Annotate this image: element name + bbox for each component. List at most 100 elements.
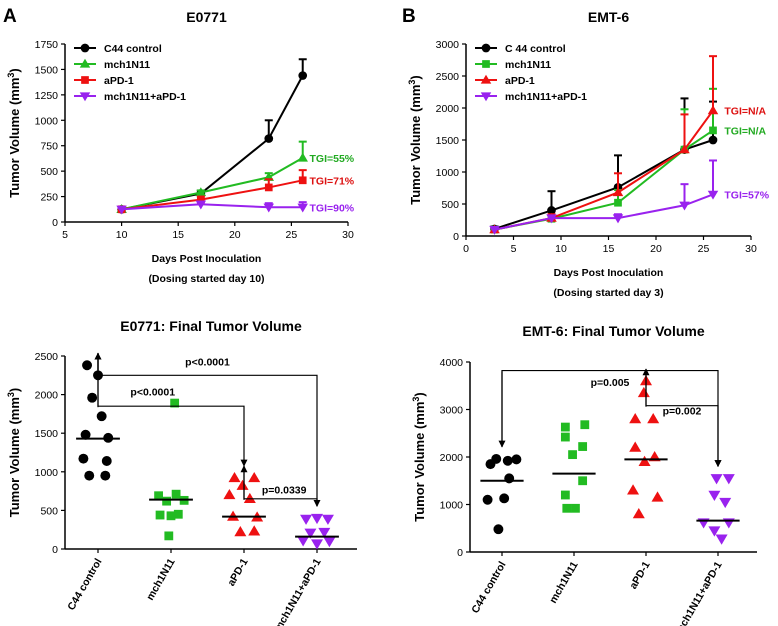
category-label: mch1N11+aPD-1 bbox=[673, 559, 724, 626]
category-label: C44 control bbox=[469, 559, 508, 615]
x-tick-label: 20 bbox=[650, 243, 662, 255]
data-point bbox=[300, 514, 313, 525]
chart-title: EMT-6 bbox=[588, 9, 629, 25]
data-point bbox=[707, 105, 719, 115]
data-point bbox=[546, 214, 557, 224]
y-axis-label-main: Tumor Volume (mm bbox=[7, 397, 22, 517]
y-tick-label: 1000 bbox=[440, 500, 464, 512]
data-point bbox=[719, 497, 732, 509]
y-axis-label-end: ) bbox=[7, 388, 22, 392]
data-point bbox=[560, 422, 570, 432]
p-value-label: p=0.002 bbox=[663, 405, 702, 417]
legend-marker bbox=[81, 76, 89, 84]
x-tick-label: 25 bbox=[698, 243, 710, 255]
data-point bbox=[493, 524, 504, 535]
data-point bbox=[87, 392, 98, 403]
data-point bbox=[502, 455, 513, 466]
y-tick-label: 4000 bbox=[440, 357, 464, 369]
data-point bbox=[234, 526, 247, 537]
legend-marker bbox=[482, 60, 490, 68]
x-tick-label: 15 bbox=[172, 229, 184, 241]
p-value-label: p=0.005 bbox=[591, 377, 630, 389]
data-point bbox=[228, 471, 241, 483]
data-point bbox=[236, 479, 249, 490]
panel-label-b: B bbox=[402, 6, 416, 27]
data-point bbox=[710, 474, 723, 485]
series-line bbox=[121, 157, 304, 211]
data-point bbox=[82, 360, 93, 371]
group-c44-control bbox=[480, 453, 524, 535]
data-point bbox=[196, 195, 205, 204]
data-point bbox=[511, 454, 522, 465]
data-point bbox=[264, 183, 273, 192]
category-label: mch1N11 bbox=[144, 556, 178, 602]
y-tick-label: 3000 bbox=[440, 405, 464, 417]
y-tick-label: 500 bbox=[40, 505, 58, 517]
y-tick-label: 1000 bbox=[436, 167, 460, 179]
series-line bbox=[121, 179, 303, 211]
x-tick-label: 20 bbox=[229, 229, 241, 241]
data-point bbox=[722, 474, 735, 485]
data-point bbox=[560, 432, 570, 442]
x-tick-label: 30 bbox=[342, 229, 354, 241]
series-line bbox=[121, 203, 303, 211]
y-axis-label: Tumor Volume (mm3) bbox=[6, 388, 22, 518]
y-axis-label-main: Tumor Volume (mm bbox=[408, 85, 423, 205]
data-point bbox=[311, 513, 323, 525]
y-tick-label: 2500 bbox=[35, 351, 59, 363]
x-tick-label: 30 bbox=[745, 243, 757, 255]
data-point bbox=[632, 508, 645, 519]
category-label: mch1N11+aPD-1 bbox=[272, 556, 323, 626]
chart-title: EMT-6: Final Tumor Volume bbox=[522, 323, 704, 339]
y-axis-label: Tumor Volume (mm3) bbox=[6, 68, 22, 198]
tgi-annotation: TGI=N/A bbox=[724, 125, 766, 137]
y-tick-label: 1500 bbox=[35, 64, 59, 76]
data-point bbox=[707, 190, 719, 200]
data-point bbox=[100, 470, 111, 481]
x-tick-label: 5 bbox=[62, 229, 68, 241]
series-c-44-control bbox=[490, 97, 718, 234]
legend-marker bbox=[79, 92, 91, 102]
y-tick-label: 1250 bbox=[35, 90, 59, 102]
tgi-annotation: TGI=N/A bbox=[724, 106, 766, 118]
data-point bbox=[264, 134, 274, 143]
legend-label: aPD-1 bbox=[104, 75, 134, 87]
legend-marker bbox=[480, 74, 492, 84]
data-point bbox=[679, 201, 690, 211]
y-tick-label: 3000 bbox=[436, 39, 460, 51]
series-line bbox=[494, 109, 714, 231]
y-axis-label-end: ) bbox=[408, 75, 423, 79]
y-tick-label: 1000 bbox=[35, 467, 59, 479]
e0771-final-volume-chart: E0771: Final Tumor Volume 0 500 1000 1500 200… bbox=[6, 318, 357, 626]
y-tick-label: 1000 bbox=[35, 115, 59, 127]
data-point bbox=[637, 386, 650, 398]
legend-marker bbox=[480, 92, 492, 102]
data-point bbox=[297, 152, 308, 162]
y-axis-label-end: ) bbox=[412, 392, 427, 396]
data-point bbox=[578, 476, 588, 486]
x-tick-label: 15 bbox=[603, 243, 615, 255]
comparison-bracket: p=0.005 bbox=[498, 369, 722, 468]
group-c44-control bbox=[76, 360, 120, 481]
tgi-annotation: TGI=90% bbox=[310, 202, 355, 214]
data-point bbox=[485, 459, 496, 470]
y-tick-label: 500 bbox=[40, 166, 58, 178]
e0771-growth-chart: E0771 0 250 500 750 1000 1250 1500 1750 5 10 15 20 25… bbox=[6, 9, 355, 285]
data-point bbox=[482, 494, 493, 505]
y-tick-label: 2000 bbox=[436, 103, 460, 115]
y-tick-label: 2000 bbox=[440, 452, 464, 464]
data-point bbox=[679, 144, 690, 154]
legend-label: C 44 control bbox=[505, 43, 566, 55]
legend-marker bbox=[481, 43, 491, 53]
y-tick-label: 1500 bbox=[436, 135, 460, 147]
p-value-label: p<0.0001 bbox=[130, 386, 175, 398]
y-tick-label: 0 bbox=[52, 217, 58, 229]
y-tick-label: 0 bbox=[453, 231, 459, 243]
panel-label-a: A bbox=[3, 6, 17, 27]
legend-label: mch1N11 bbox=[505, 59, 551, 71]
x-tick-label: 25 bbox=[286, 229, 298, 241]
data-point bbox=[568, 450, 577, 460]
data-point bbox=[562, 503, 572, 513]
comparison-bracket: p<0.0001 bbox=[94, 352, 321, 507]
y-axis-label-end: ) bbox=[7, 68, 22, 72]
